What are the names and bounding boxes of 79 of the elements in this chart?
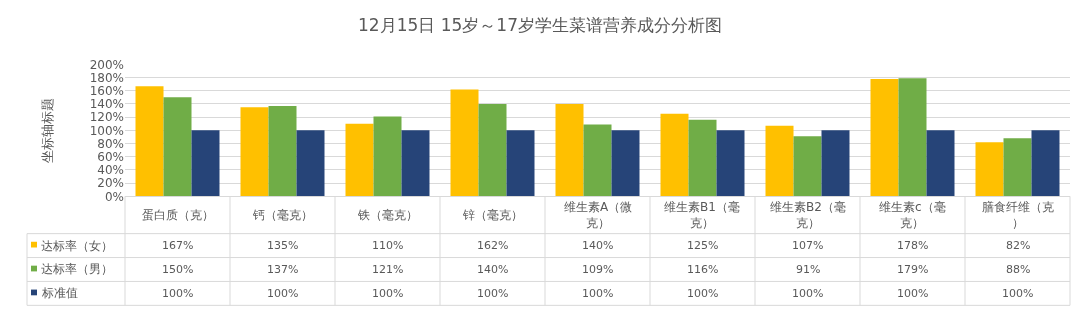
bar (268, 105, 297, 197)
y-tick-label: 40% (97, 163, 124, 178)
bar (611, 130, 640, 197)
bar (191, 130, 220, 197)
data-label: 100% (162, 287, 194, 300)
data-label: 167% (162, 239, 194, 252)
bar (1003, 138, 1032, 197)
data-label: 100% (1002, 287, 1034, 300)
bar (1031, 130, 1060, 197)
data-label: 110% (372, 239, 404, 252)
y-tick-label: 160% (89, 83, 124, 98)
bar (345, 123, 374, 197)
data-label: 100% (897, 287, 929, 300)
data-label: 109% (582, 263, 614, 276)
bar (240, 107, 269, 197)
y-tick-label: 20% (97, 176, 124, 191)
bar (821, 130, 850, 197)
bar (898, 78, 927, 197)
bar (555, 103, 584, 197)
y-tick-label: 60% (97, 149, 124, 164)
data-label: 91% (796, 263, 821, 276)
data-label: 121% (372, 263, 404, 276)
data-label: 100% (372, 287, 404, 300)
bar (478, 103, 507, 197)
x-tick-label: 锌（毫克） (462, 208, 523, 222)
x-tick-label: 维生素B2（毫克） (770, 200, 846, 230)
data-label: 178% (897, 239, 929, 252)
data-label: 137% (267, 263, 299, 276)
x-tick-label: 膳食纤维（克） (982, 200, 1054, 230)
data-label: 135% (267, 239, 299, 252)
data-label: 82% (1006, 239, 1031, 252)
bar (975, 142, 1004, 197)
bar (163, 97, 192, 197)
legend-label: 标准值 (41, 286, 78, 300)
legend-label: 达标率（男） (41, 262, 113, 276)
data-label: 140% (477, 263, 509, 276)
data-label: 100% (267, 287, 299, 300)
data-label: 100% (582, 287, 614, 300)
bar (401, 130, 430, 197)
bar (506, 130, 535, 197)
data-label: 100% (792, 287, 824, 300)
y-tick-label: 0% (104, 189, 124, 204)
bar (660, 113, 689, 197)
data-label: 88% (1006, 263, 1031, 276)
x-tick-label: 维生素B1（毫克） (664, 200, 740, 230)
bar (870, 78, 899, 197)
y-axis-title: 坐标轴标题 (40, 97, 56, 163)
bar (373, 116, 402, 197)
data-label: 125% (687, 239, 719, 252)
bar (765, 125, 794, 197)
data-label: 107% (792, 239, 824, 252)
data-label: 100% (477, 287, 509, 300)
bar (793, 136, 822, 197)
bar (716, 130, 745, 197)
bar (688, 119, 717, 197)
bar (926, 130, 955, 197)
bar (135, 86, 164, 197)
x-tick-label: 维生素A（微克） (564, 200, 633, 230)
x-tick-label: 铁（毫克） (357, 208, 418, 222)
x-tick-label: 蛋白质（克） (142, 208, 214, 222)
y-tick-label: 180% (89, 70, 124, 85)
x-tick-label: 钙（毫克） (252, 208, 313, 222)
data-label: 162% (477, 239, 509, 252)
bar (296, 130, 325, 197)
y-tick-label: 200% (89, 57, 124, 72)
y-tick-label: 100% (89, 123, 124, 138)
bar (583, 124, 612, 197)
data-label: 116% (687, 263, 719, 276)
y-tick-label: 140% (89, 97, 124, 112)
data-label: 150% (162, 263, 194, 276)
bar (450, 89, 479, 197)
data-label: 140% (582, 239, 614, 252)
chart-title: 12月15日 15岁～17岁学生菜谱营养成分分析图 (358, 14, 722, 35)
data-label: 179% (897, 263, 929, 276)
legend-label: 达标率（女） (41, 239, 113, 253)
y-tick-label: 80% (97, 136, 124, 151)
x-tick-label: 维生素c（毫克） (879, 200, 946, 230)
data-label: 100% (687, 287, 719, 300)
y-tick-label: 120% (89, 110, 124, 125)
